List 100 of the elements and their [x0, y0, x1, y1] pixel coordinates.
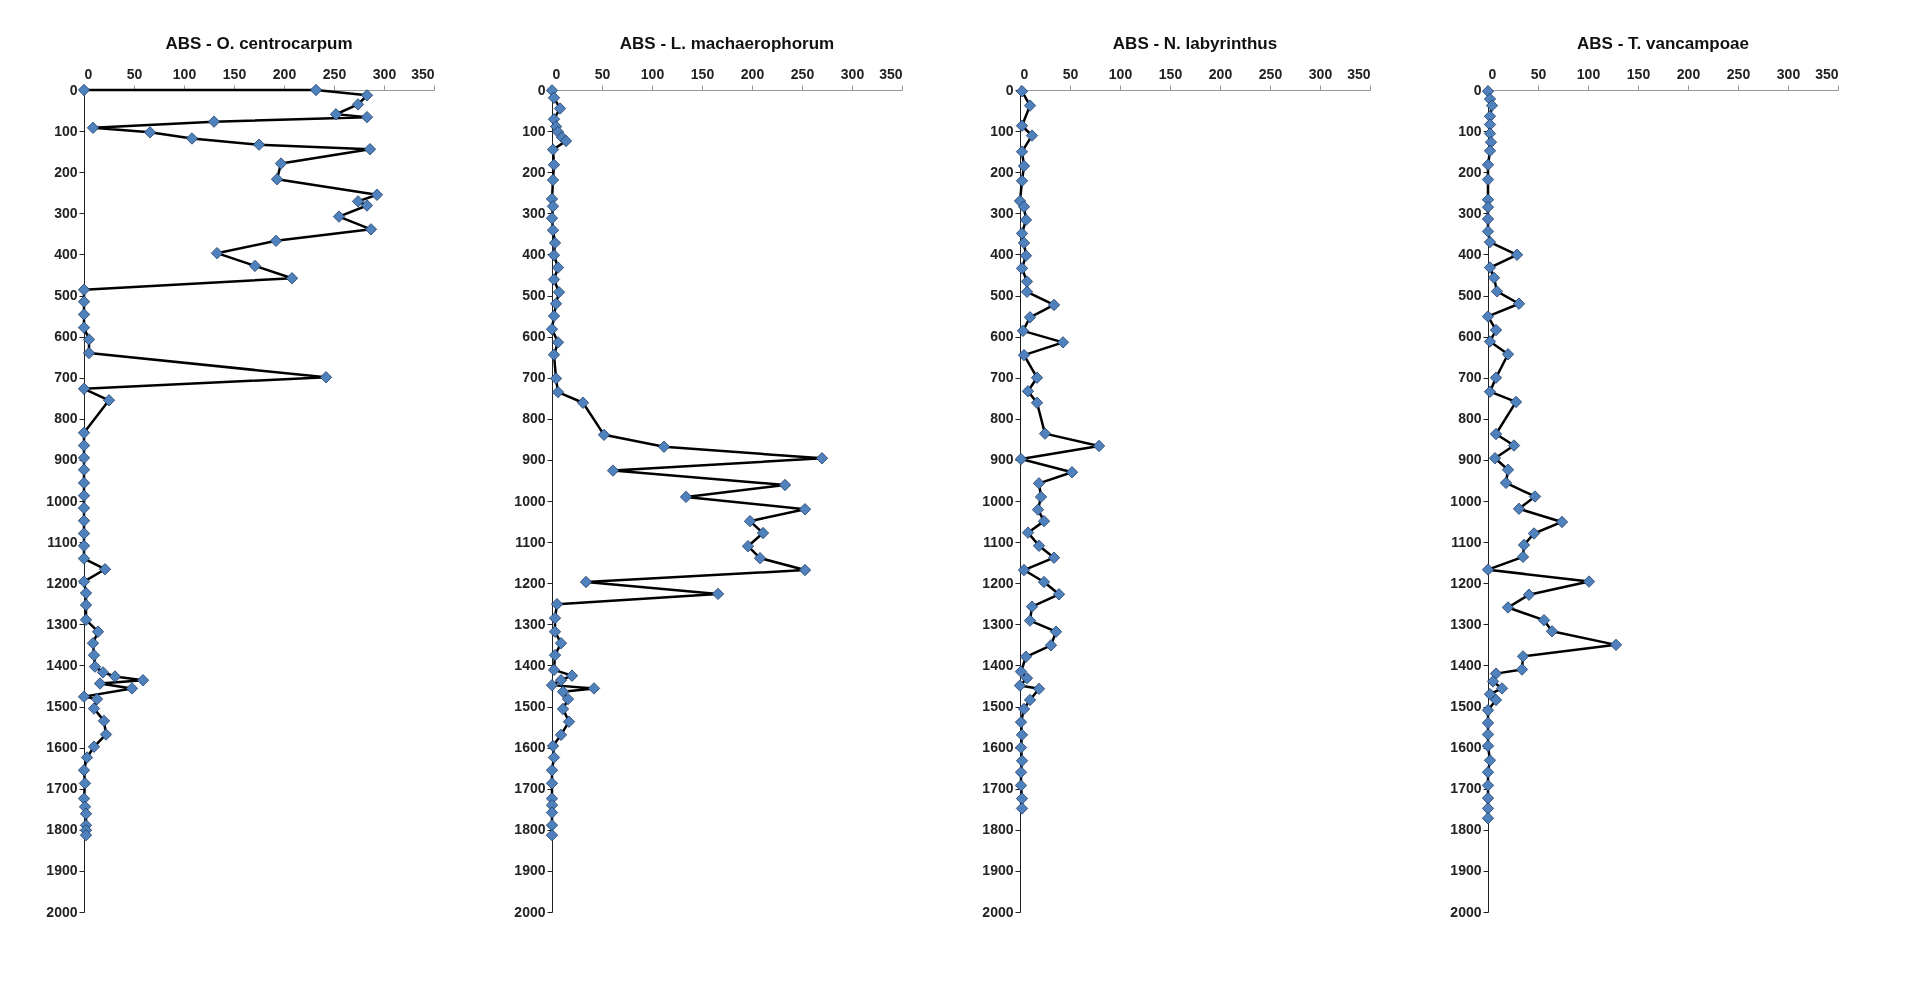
y-tick-label: 1300 — [46, 615, 78, 632]
y-tick-label: 100 — [522, 122, 546, 139]
y-tick-label: 0 — [1005, 81, 1014, 98]
point — [1015, 227, 1029, 240]
point — [1014, 766, 1028, 779]
point — [1065, 466, 1079, 479]
y-tick-label: 2000 — [46, 903, 78, 920]
x-tick-label: 100 — [1576, 65, 1601, 82]
y-tick-label: 700 — [990, 369, 1014, 386]
chart-title: ABS - N. labyrinthus — [1112, 34, 1278, 53]
x-tick-label: 200 — [740, 65, 765, 82]
y-tick-label: 600 — [1458, 328, 1482, 345]
point — [1015, 174, 1029, 187]
y-tick-label: 600 — [990, 328, 1014, 345]
point — [1019, 249, 1033, 262]
y-tick-label: 1200 — [514, 574, 546, 591]
x-tick-label: 250 — [1258, 65, 1283, 82]
point — [1052, 588, 1066, 601]
y-tick-label: 700 — [1458, 369, 1482, 386]
y-tick-label: 800 — [1458, 410, 1482, 427]
y-tick-label: 200 — [54, 163, 78, 180]
y-tick-label: 600 — [54, 328, 78, 345]
y-tick-label: 300 — [990, 204, 1014, 221]
y-tick-label: 1900 — [514, 862, 546, 879]
y-tick-label: 1400 — [982, 656, 1014, 673]
point — [1017, 563, 1031, 577]
x-tick-label: 50 — [126, 65, 143, 82]
x-tick-label: 300 — [372, 65, 397, 82]
point — [1023, 693, 1037, 707]
point — [1017, 200, 1031, 213]
y-tick-label: 0 — [537, 81, 546, 98]
y-tick-label: 700 — [54, 369, 78, 386]
y-tick-label: 1200 — [982, 574, 1014, 591]
x-tick-label: 50 — [594, 65, 611, 82]
y-tick-label: 1000 — [46, 492, 78, 509]
point — [1021, 526, 1035, 539]
y-tick-label: 1400 — [514, 656, 546, 673]
point — [1016, 324, 1030, 337]
y-tick-label: 1100 — [47, 533, 78, 550]
y-tick-label: 800 — [522, 410, 546, 427]
point — [1017, 348, 1031, 362]
y-tick-label: 300 — [522, 204, 546, 221]
x-tick-label: 0 — [552, 65, 561, 82]
point — [1023, 614, 1037, 627]
point — [1037, 575, 1051, 589]
point — [1092, 439, 1106, 453]
y-tick-label: 1900 — [1450, 862, 1482, 879]
x-tick-label: 250 — [790, 65, 815, 82]
point — [1015, 145, 1029, 158]
y-tick-label: 1100 — [515, 533, 546, 550]
y-tick-label: 1600 — [1450, 739, 1482, 756]
point — [1017, 702, 1031, 716]
point — [1019, 213, 1033, 226]
y-tick-label: 600 — [522, 328, 546, 345]
y-tick-label: 1500 — [46, 698, 78, 714]
point — [1021, 385, 1035, 398]
y-tick-label: 0 — [69, 81, 78, 98]
point — [1044, 639, 1058, 652]
y-tick-label: 1700 — [514, 780, 546, 797]
y-tick-label: 1700 — [46, 780, 78, 797]
y-tick-label: 1600 — [514, 739, 546, 756]
y-tick-label: 400 — [54, 245, 78, 262]
x-tick-label: 0 — [1488, 65, 1497, 82]
point — [1015, 728, 1029, 741]
y-tick-label: 1100 — [983, 533, 1014, 550]
point — [1014, 665, 1028, 678]
x-tick-label: 0 — [84, 65, 93, 82]
y-tick-label: 400 — [1458, 245, 1482, 262]
y-tick-label: 1800 — [1450, 821, 1482, 838]
y-tick-label: 1000 — [514, 492, 546, 509]
y-tick-label: 500 — [990, 287, 1014, 303]
y-tick-label: 1400 — [46, 656, 78, 673]
x-tick-label: 200 — [1676, 65, 1701, 82]
x-tick-label: 100 — [640, 65, 665, 82]
y-tick-label: 1000 — [1450, 492, 1482, 509]
y-tick-label: 1700 — [1450, 780, 1482, 797]
x-tick-label: 200 — [272, 65, 297, 82]
y-tick-label: 200 — [522, 163, 546, 180]
y-tick-label: 400 — [522, 245, 546, 262]
x-tick-label: 350 — [1815, 65, 1839, 82]
y-tick-label: 1100 — [1451, 533, 1482, 550]
y-tick-label: 1500 — [514, 698, 546, 714]
point — [1032, 539, 1046, 552]
chart-title: ABS - T. vancampoae — [1577, 34, 1749, 53]
y-tick-label: 1200 — [1450, 574, 1482, 591]
y-tick-label: 1300 — [1450, 615, 1482, 632]
point — [1020, 672, 1034, 685]
point — [1034, 490, 1048, 503]
x-tick-label: 150 — [690, 65, 715, 82]
y-tick-label: 1300 — [514, 615, 546, 632]
point — [1015, 792, 1029, 805]
point — [1038, 427, 1052, 440]
y-tick-label: 2000 — [1450, 903, 1482, 920]
point — [1032, 477, 1046, 490]
y-tick-label: 500 — [54, 287, 78, 303]
point — [1030, 396, 1044, 409]
y-tick-label: 100 — [1458, 122, 1482, 139]
y-tick-label: 900 — [54, 451, 78, 468]
point — [1056, 336, 1070, 349]
point — [1015, 754, 1029, 767]
